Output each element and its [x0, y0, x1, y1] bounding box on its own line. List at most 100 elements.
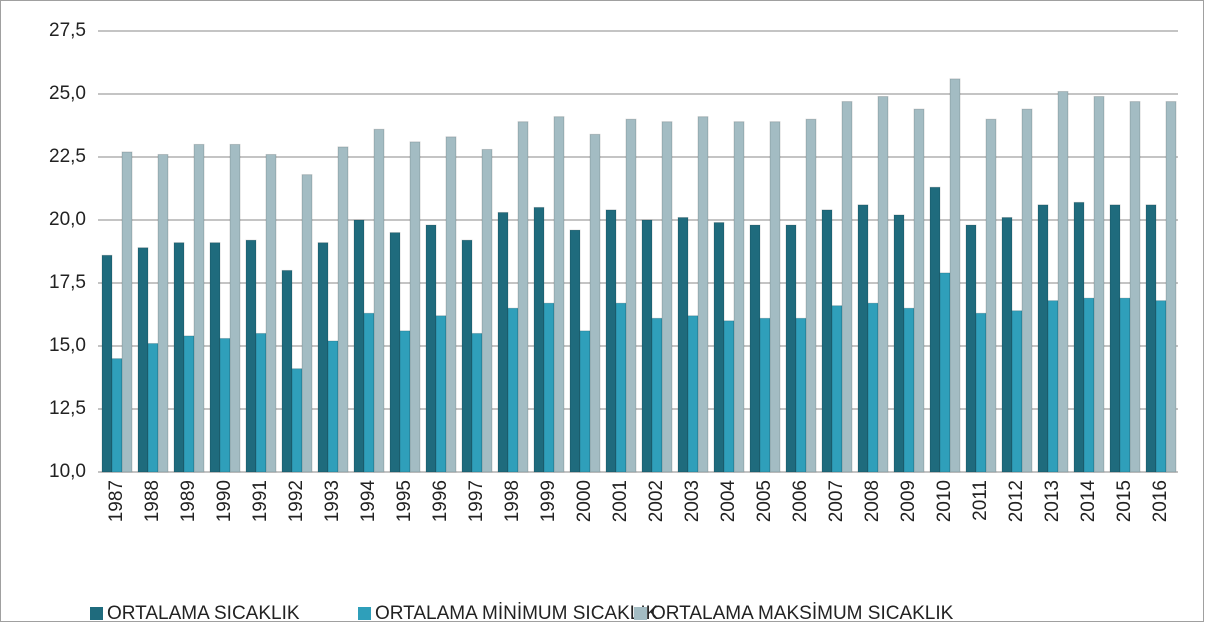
bar [841, 101, 853, 473]
bar [975, 312, 987, 473]
bar [965, 224, 977, 473]
bar [723, 320, 735, 473]
x-tick-label: 2016 [1150, 480, 1171, 522]
x-tick-label: 1999 [538, 480, 559, 522]
legend-swatch [90, 607, 103, 620]
bar [569, 229, 581, 473]
bar [183, 335, 195, 473]
bar [1021, 108, 1033, 473]
x-tick-label: 2014 [1078, 480, 1099, 523]
x-tick-label: 2004 [718, 480, 739, 523]
bar [209, 242, 221, 473]
x-tick-label: 1998 [502, 480, 523, 522]
bar [749, 224, 761, 473]
x-tick-label: 2000 [574, 480, 595, 522]
bar [939, 272, 951, 473]
bar [893, 214, 905, 473]
bar [1145, 204, 1157, 473]
bar [615, 302, 627, 473]
x-tick-label: 1990 [214, 480, 235, 522]
y-tick-label: 27,5 [49, 20, 86, 41]
bar [281, 269, 293, 473]
legend-swatch [634, 607, 647, 620]
bar [219, 337, 231, 473]
y-tick-label: 22,5 [49, 146, 86, 167]
bar [831, 305, 843, 473]
bar [785, 224, 797, 473]
bar [677, 216, 689, 473]
bar [877, 96, 889, 473]
x-tick-label: 2003 [682, 480, 703, 522]
bar [795, 317, 807, 473]
x-tick-label: 1989 [178, 480, 199, 522]
legend-label: ORTALAMA MAKSİMUM SICAKLIK [651, 603, 954, 623]
x-tick-label: 1997 [466, 480, 487, 522]
x-tick-label: 2006 [790, 480, 811, 522]
bar [605, 209, 617, 473]
bar [543, 302, 555, 473]
bar [625, 118, 637, 473]
bar [821, 209, 833, 473]
bar [1047, 300, 1059, 473]
x-tick-label: 2010 [934, 480, 955, 522]
bar [1001, 216, 1013, 473]
bar [435, 315, 447, 473]
bar [949, 78, 961, 473]
bar [481, 148, 493, 473]
x-tick-label: 2002 [646, 480, 667, 522]
bar [589, 133, 601, 473]
legend-swatch [358, 607, 371, 620]
x-tick-label: 1987 [106, 480, 127, 522]
x-tick-label: 2015 [1114, 480, 1135, 522]
x-tick-label: 1995 [394, 480, 415, 522]
bar [461, 239, 473, 473]
bar [913, 108, 925, 473]
bar [497, 211, 509, 473]
bar [301, 174, 313, 473]
bar [697, 116, 709, 473]
bar [1109, 204, 1121, 473]
bar [533, 206, 545, 473]
bar [1155, 300, 1167, 473]
x-tick-label: 1992 [286, 480, 307, 522]
bar [291, 368, 303, 473]
bar [857, 204, 869, 473]
bar [193, 143, 205, 473]
bar [265, 153, 277, 473]
y-tick-label: 20,0 [49, 209, 86, 230]
bar [121, 151, 133, 473]
bar [553, 116, 565, 473]
x-tick-label: 2009 [898, 480, 919, 522]
legend-label: ORTALAMA SICAKLIK [107, 603, 300, 623]
bar [425, 224, 437, 473]
x-tick-label: 2001 [610, 480, 631, 522]
x-tick-label: 2011 [970, 480, 991, 521]
bar [101, 254, 113, 473]
y-tick-label: 12,5 [49, 398, 86, 419]
bar [111, 358, 123, 473]
bar [867, 302, 879, 473]
x-tick-label: 2008 [862, 480, 883, 522]
bar [1057, 90, 1069, 473]
bar [255, 332, 267, 473]
bar [759, 317, 771, 473]
x-tick-label: 2005 [754, 480, 775, 522]
bar [805, 118, 817, 473]
bar [1093, 96, 1105, 473]
x-tick-label: 1991 [250, 480, 271, 522]
bar [1119, 297, 1131, 473]
bar [1165, 101, 1177, 473]
bar [713, 222, 725, 473]
x-tick-label: 1988 [142, 480, 163, 522]
bar [373, 128, 385, 473]
y-tick-label: 15,0 [49, 335, 86, 356]
bar [507, 307, 519, 473]
bar [641, 219, 653, 473]
x-tick-label: 1996 [430, 480, 451, 522]
bar [327, 340, 339, 473]
bar [517, 121, 529, 473]
bar [471, 332, 483, 473]
x-tick-label: 1993 [322, 480, 343, 522]
